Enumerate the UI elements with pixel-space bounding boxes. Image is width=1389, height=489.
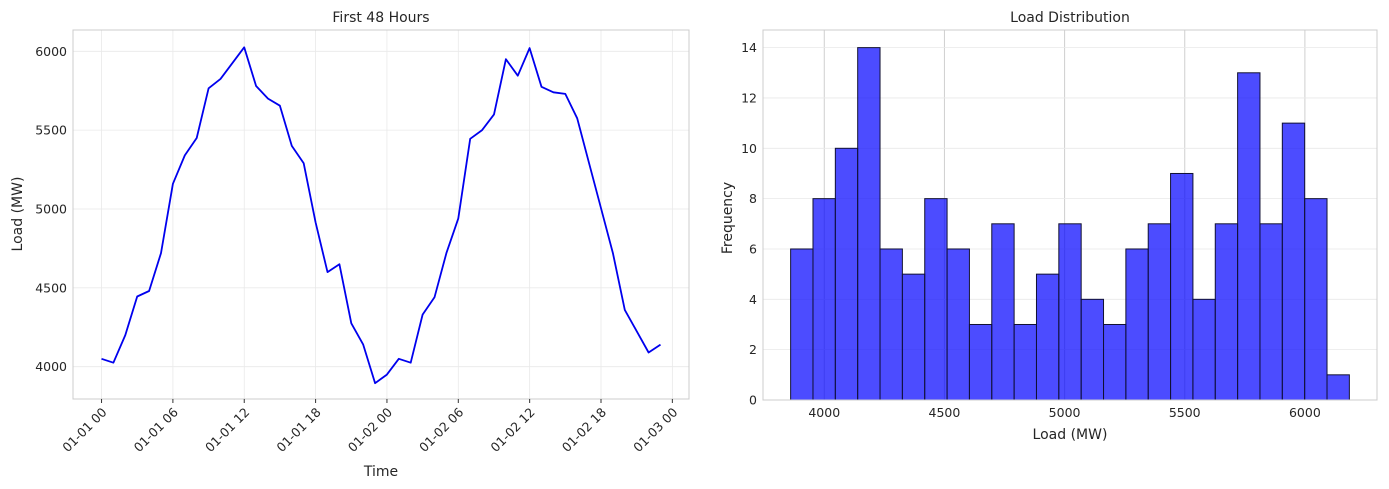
histogram-x-tick-label: 4500: [929, 405, 961, 420]
histogram-bar: [1103, 323, 1127, 401]
line-chart-frame: [72, 29, 690, 400]
histogram-bar: [857, 47, 881, 401]
histogram-bar: [924, 198, 948, 401]
histogram-bar: [812, 198, 836, 401]
histogram-x-ticks: 4000 4500 5000 5500 6000: [808, 405, 1320, 420]
line-chart-x-tick-label: 01-02 18: [559, 404, 609, 454]
line-chart-ylabel: Load (MW): [10, 177, 26, 252]
histogram-frame: [762, 29, 1378, 401]
histogram-title: Load Distribution: [1010, 10, 1130, 26]
histogram-y-tick-label: 4: [749, 292, 757, 307]
line-chart-y-ticks: 4000 4500 5000 5500 6000: [35, 44, 67, 374]
line-chart-x-tick-label: 01-01 12: [202, 405, 252, 455]
histogram-y-ticks: 0 2 4 6 8 10 12 14: [741, 40, 757, 407]
line-chart-x-tick-label: 01-01 18: [273, 404, 323, 454]
histogram-x-tick-label: 5000: [1049, 405, 1081, 420]
line-chart-xlabel: Time: [363, 464, 398, 480]
line-chart-y-tick-label: 5000: [35, 201, 67, 216]
histogram-bar: [1147, 223, 1172, 401]
histogram-bar: [946, 248, 970, 401]
histogram-bar: [1125, 248, 1149, 401]
histogram-chart: Load Distribution 4000 4500 5000 5500 6000 0…: [720, 10, 1378, 443]
histogram-bar: [1170, 172, 1194, 401]
line-chart: First 48 Hours 01-01 00 01-01 06 01-01 12 0…: [10, 10, 690, 480]
histogram-y-tick-label: 14: [741, 40, 757, 55]
histogram-bar: [1080, 298, 1105, 401]
line-chart-grid: [73, 30, 689, 399]
line-chart-x-tick-label: 01-02 06: [416, 404, 466, 454]
histogram-ylabel: Frequency: [720, 182, 736, 254]
histogram-y-tick-label: 12: [741, 90, 757, 105]
line-chart-y-tick-label: 6000: [35, 44, 67, 59]
line-chart-y-tick-label: 4500: [35, 280, 67, 295]
histogram-bar: [1214, 223, 1239, 401]
histogram-x-tick-label: 6000: [1289, 405, 1321, 420]
histogram-bar: [1035, 273, 1060, 401]
histogram-bar: [968, 323, 993, 401]
histogram-y-tick-label: 6: [749, 241, 757, 256]
histogram-bar: [1281, 122, 1306, 401]
histogram-bar: [901, 273, 926, 401]
line-chart-y-tick-label: 5500: [35, 123, 67, 138]
line-chart-series-line: [101, 46, 661, 385]
histogram-xlabel: Load (MW): [1033, 427, 1108, 443]
histogram-x-tick-label: 4000: [808, 405, 840, 420]
histogram-x-tick-label: 5500: [1169, 405, 1201, 420]
histogram-bar: [1058, 223, 1082, 401]
histogram-y-tick-label: 10: [741, 141, 757, 156]
line-chart-x-tick-label: 01-02 12: [487, 405, 537, 455]
line-chart-x-tick-label: 01-02 00: [345, 404, 395, 454]
histogram-bar: [1304, 198, 1328, 401]
histogram-bar: [991, 223, 1015, 401]
histogram-y-tick-label: 8: [749, 191, 757, 206]
histogram-bar: [1013, 323, 1037, 401]
histogram-bar: [1192, 298, 1216, 401]
line-chart-series: [101, 46, 661, 385]
line-chart-title: First 48 Hours: [332, 10, 429, 26]
histogram-bar: [1259, 223, 1283, 401]
line-chart-x-tick-label: 01-03 00: [630, 404, 680, 454]
histogram-y-tick-label: 2: [749, 342, 757, 357]
histogram-bar: [790, 248, 814, 401]
line-chart-x-tick-label: 01-01 06: [131, 404, 181, 454]
histogram-y-tick-label: 0: [749, 393, 757, 408]
histogram-bar: [879, 248, 903, 401]
line-chart-x-ticks: 01-01 00 01-01 06 01-01 12 01-01 18 01-02 00…: [59, 399, 681, 455]
histogram-bar: [1237, 72, 1261, 401]
line-chart-y-tick-label: 4000: [35, 359, 67, 374]
histogram-bar: [834, 147, 859, 401]
histogram-bars: [790, 47, 1350, 401]
histogram-bar: [1326, 374, 1350, 401]
line-chart-x-tick-label: 01-01 00: [59, 404, 109, 454]
